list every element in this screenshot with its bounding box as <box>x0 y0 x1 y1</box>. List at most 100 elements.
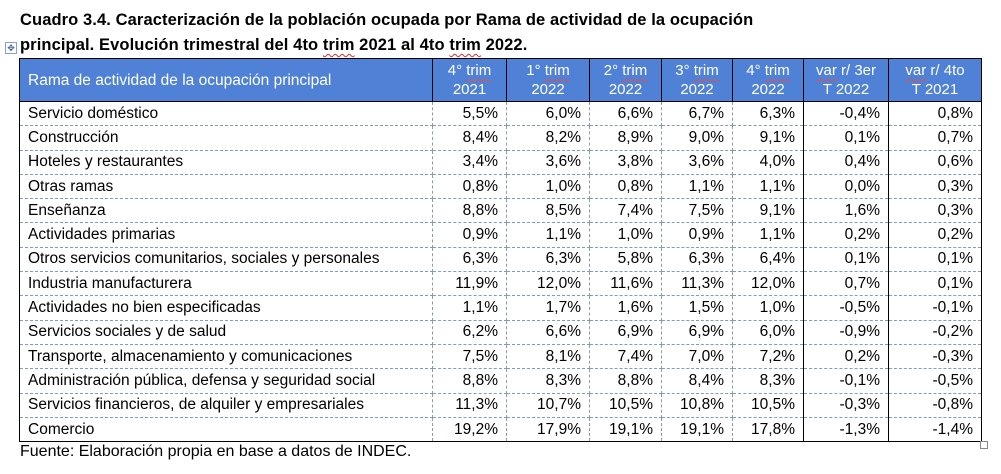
value-cell: 7,2% <box>732 343 804 370</box>
rama-cell: Servicio doméstico <box>19 100 433 127</box>
value-cell: 1,0% <box>732 295 804 321</box>
value-cell: 8,8% <box>589 368 662 394</box>
value-cell: 11,3% <box>661 271 733 297</box>
table-row: Servicio doméstico 5,5% 6,0% 6,6% 6,7% 6,3% -0… <box>19 100 982 127</box>
table-row: Otras ramas 0,8% 1,0% 0,8% 1,1% 1,1% 0,0% 0,3% <box>19 173 982 200</box>
table-row: Actividades primarias 0,9% 1,1% 1,0% 0,9% 1,1… <box>19 222 982 248</box>
column-header-top: 2° trim <box>594 61 657 80</box>
variation-cell: 0,2% <box>803 222 889 248</box>
column-header-bottom: 2022 <box>608 81 643 98</box>
variation-cell: 0,1% <box>888 271 982 297</box>
variation-cell: 0,3% <box>888 198 982 224</box>
value-cell: 4,0% <box>732 149 804 175</box>
value-cell: 3,6% <box>506 149 590 175</box>
variation-cell: -0,1% <box>888 295 982 321</box>
value-cell: 8,8% <box>432 198 507 224</box>
value-cell: 7,5% <box>661 198 733 224</box>
value-cell: 7,5% <box>432 343 507 370</box>
variation-cell: 0,1% <box>803 246 889 273</box>
table-row: Enseñanza 8,8% 8,5% 7,4% 7,5% 9,1% 1,6% 0,3% <box>19 198 982 224</box>
rama-cell: Servicios sociales y de salud <box>19 319 433 345</box>
variation-cell: 0,3% <box>888 173 982 200</box>
caption-text: 2022. <box>480 36 528 54</box>
move-icon[interactable]: ✥ <box>5 42 17 54</box>
header-text-misspelled: var <box>905 62 927 79</box>
variation-cell: -0,8% <box>888 392 982 418</box>
value-cell: 0,9% <box>661 222 733 248</box>
value-cell: 1,7% <box>506 295 590 321</box>
rama-cell: Otros servicios comunitarios, sociales y… <box>19 246 433 273</box>
caption-line-2: principal. Evolución trimestral del 4to … <box>20 33 980 58</box>
rama-cell: Industria manufacturera <box>19 271 433 297</box>
value-cell: 3,6% <box>661 149 733 175</box>
value-cell: 10,8% <box>661 392 733 418</box>
value-cell: 1,1% <box>661 173 733 200</box>
value-cell: 19,2% <box>432 416 507 443</box>
value-cell: 10,5% <box>589 392 662 418</box>
rama-cell: Transporte, almacenamiento y comunicacio… <box>19 343 433 370</box>
value-cell: 6,6% <box>506 319 590 345</box>
column-header-bottom: T 2022 <box>822 81 870 98</box>
header-text-misspelled: var <box>815 62 837 79</box>
header-text-misspelled: trim <box>466 62 492 79</box>
value-cell: 17,9% <box>506 416 590 443</box>
value-cell: 8,2% <box>506 125 590 151</box>
value-cell: 6,7% <box>661 100 733 127</box>
value-cell: 10,5% <box>732 392 804 418</box>
variation-cell: -0,5% <box>803 295 889 321</box>
variation-cell: 0,0% <box>803 173 889 200</box>
variation-cell: -0,4% <box>803 100 889 127</box>
value-cell: 8,5% <box>506 198 590 224</box>
value-cell: 8,4% <box>661 368 733 394</box>
value-cell: 6,4% <box>732 246 804 273</box>
value-cell: 1,5% <box>661 295 733 321</box>
variation-cell: -0,1% <box>803 368 889 394</box>
value-cell: 8,3% <box>506 368 590 394</box>
column-header-top: 4° trim <box>437 61 502 80</box>
value-cell: 8,8% <box>432 368 507 394</box>
table-row: Administración pública, defensa y seguri… <box>19 368 982 394</box>
column-header-bottom: T 2021 <box>911 81 959 98</box>
column-header-top: 4° trim <box>737 61 799 80</box>
value-cell: 6,9% <box>589 319 662 345</box>
column-header-top: var r/ 4to <box>893 61 977 80</box>
value-cell: 1,1% <box>732 173 804 200</box>
value-cell: 6,3% <box>432 246 507 273</box>
table-row: Industria manufacturera 11,9% 12,0% 11,6% 11… <box>19 271 982 297</box>
data-table: Rama de actividad de la ocupación princi… <box>19 58 982 443</box>
variation-cell: 0,7% <box>803 271 889 297</box>
value-cell: 6,3% <box>506 246 590 273</box>
caption-text: 2021 al 4to <box>354 36 450 54</box>
variation-cell: 0,8% <box>888 100 982 127</box>
value-cell: 17,8% <box>732 416 804 443</box>
rama-cell: Administración pública, defensa y seguri… <box>19 368 433 394</box>
rama-cell: Actividades primarias <box>19 222 433 248</box>
value-cell: 10,7% <box>506 392 590 418</box>
column-header: 1° trim 2022 <box>506 58 590 102</box>
value-cell: 9,0% <box>661 125 733 151</box>
caption-text-misspelled: trim <box>449 36 481 54</box>
value-cell: 5,8% <box>589 246 662 273</box>
source-note: Fuente: Elaboración propia en base a dat… <box>20 443 412 460</box>
table-row: Actividades no bien especificadas 1,1% 1,7… <box>19 295 982 321</box>
value-cell: 1,1% <box>506 222 590 248</box>
value-cell: 1,0% <box>589 222 662 248</box>
column-header: var r/ 3er T 2022 <box>803 58 889 102</box>
value-cell: 0,8% <box>589 173 662 200</box>
variation-cell: -1,4% <box>888 416 982 443</box>
caption-text: principal. Evolución trimestral del 4to <box>20 36 323 54</box>
resize-icon[interactable] <box>980 441 988 449</box>
table-row: Servicios sociales y de salud 6,2% 6,6% 6,9… <box>19 319 982 345</box>
value-cell: 3,4% <box>432 149 507 175</box>
rama-cell: Comercio <box>19 416 433 443</box>
column-header-top: 1° trim <box>511 61 585 80</box>
column-header-bottom: 2022 <box>751 81 785 98</box>
column-header: 4° trim 2021 <box>432 58 507 102</box>
rama-cell: Servicios financieros, de alquiler y emp… <box>19 392 433 418</box>
value-cell: 1,1% <box>732 222 804 248</box>
rama-cell: Hoteles y restaurantes <box>19 149 433 175</box>
value-cell: 7,4% <box>589 198 662 224</box>
rama-cell: Otras ramas <box>19 173 433 200</box>
variation-cell: -0,2% <box>888 319 982 345</box>
value-cell: 8,4% <box>432 125 507 151</box>
